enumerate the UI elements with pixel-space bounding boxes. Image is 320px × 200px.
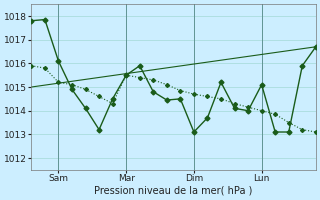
- X-axis label: Pression niveau de la mer( hPa ): Pression niveau de la mer( hPa ): [94, 186, 253, 196]
